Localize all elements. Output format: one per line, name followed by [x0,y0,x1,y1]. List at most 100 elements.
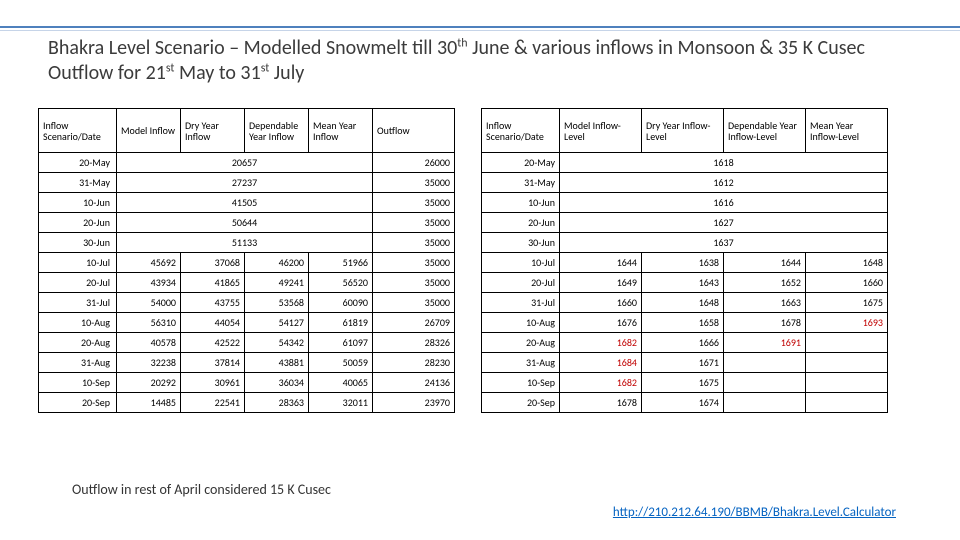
value-cell: 49241 [245,273,309,293]
value-cell: 14485 [117,393,181,413]
date-cell: 10-Aug [39,313,117,333]
footnote-text: Outflow in rest of April considered 15 K… [72,481,331,498]
level-cell: 1674 [642,393,724,413]
outflow-cell: 28230 [373,353,455,373]
date-cell: 10-Jul [39,253,117,273]
outflow-cell: 35000 [373,193,455,213]
level-cell: 1658 [642,313,724,333]
outflow-cell: 26000 [373,153,455,173]
table-row: 31-May1612 [482,173,888,193]
value-cell: 61097 [309,333,373,353]
level-cell: 1660 [806,273,888,293]
level-cell: 1682 [560,373,642,393]
outflow-cell: 26709 [373,313,455,333]
level-cell: 1671 [642,353,724,373]
tables-container: Inflow Scenario/DateModel InflowDry Year… [38,108,922,413]
merged-level-cell: 1616 [560,193,888,213]
table-row: 20-May1618 [482,153,888,173]
date-cell: 31-Aug [39,353,117,373]
level-cell: 1693 [806,313,888,333]
level-cell: 1638 [642,253,724,273]
outflow-cell: 35000 [373,293,455,313]
value-cell: 45692 [117,253,181,273]
table-row: 10-Aug5631044054541276181926709 [39,313,455,333]
value-cell: 54127 [245,313,309,333]
date-cell: 10-Jul [482,253,560,273]
table-row: 20-Sep1448522541283633201123970 [39,393,455,413]
level-cell: 1643 [642,273,724,293]
level-cell: 1644 [560,253,642,273]
outflow-cell: 35000 [373,173,455,193]
table-row: 20-Aug4057842522543426109728326 [39,333,455,353]
level-cell: 1666 [642,333,724,353]
table-row: 31-May2723735000 [39,173,455,193]
table-row: 10-Sep2029230961360344006524136 [39,373,455,393]
value-cell: 43755 [181,293,245,313]
outflow-cell: 24136 [373,373,455,393]
date-cell: 20-Aug [482,333,560,353]
table-row: 31-Aug16841671 [482,353,888,373]
date-cell: 31-May [39,173,117,193]
value-cell: 42522 [181,333,245,353]
level-cell: 1648 [806,253,888,273]
value-cell: 43934 [117,273,181,293]
table-row: 10-Jul4569237068462005196635000 [39,253,455,273]
date-cell: 10-Sep [482,373,560,393]
value-cell: 50059 [309,353,373,373]
level-cell [724,393,806,413]
level-cell [724,353,806,373]
table-row: 20-Jul4393441865492415652035000 [39,273,455,293]
level-cell: 1684 [560,353,642,373]
level-cell: 1676 [560,313,642,333]
level-table-header: Dry Year Inflow-Level [642,109,724,153]
value-cell: 56520 [309,273,373,293]
outflow-cell: 35000 [373,233,455,253]
date-cell: 20-Sep [482,393,560,413]
level-cell: 1652 [724,273,806,293]
level-cell [806,333,888,353]
date-cell: 31-Aug [482,353,560,373]
merged-value-cell: 20657 [117,153,373,173]
date-cell: 20-May [482,153,560,173]
level-cell: 1678 [560,393,642,413]
table-row: 20-May2065726000 [39,153,455,173]
outflow-cell: 35000 [373,213,455,233]
value-cell: 32238 [117,353,181,373]
merged-level-cell: 1637 [560,233,888,253]
level-cell: 1675 [806,293,888,313]
date-cell: 20-Jun [39,213,117,233]
date-cell: 31-Jul [482,293,560,313]
table-row: 30-Jun1637 [482,233,888,253]
inflow-table-header: Inflow Scenario/Date [39,109,117,153]
level-cell: 1644 [724,253,806,273]
date-cell: 20-Jun [482,213,560,233]
level-table-header: Inflow Scenario/Date [482,109,560,153]
level-cell: 1678 [724,313,806,333]
level-cell: 1660 [560,293,642,313]
inflow-table-header: Model Inflow [117,109,181,153]
table-row: 20-Aug168216661691 [482,333,888,353]
level-table-header: Dependable Year Inflow-Level [724,109,806,153]
level-cell: 1663 [724,293,806,313]
date-cell: 30-Jun [39,233,117,253]
merged-value-cell: 27237 [117,173,373,193]
table-row: 31-Jul5400043755535686009035000 [39,293,455,313]
value-cell: 61819 [309,313,373,333]
value-cell: 28363 [245,393,309,413]
value-cell: 44054 [181,313,245,333]
calculator-link[interactable]: http://210.212.64.190/BBMB/Bhakra.Level.… [613,505,896,520]
inflow-table-header: Outflow [373,109,455,153]
level-table-header: Model Inflow-Level [560,109,642,153]
table-row: 20-Jul1649164316521660 [482,273,888,293]
merged-value-cell: 51133 [117,233,373,253]
date-cell: 20-Aug [39,333,117,353]
date-cell: 10-Aug [482,313,560,333]
calculator-link-anchor[interactable]: http://210.212.64.190/BBMB/Bhakra.Level.… [613,505,896,520]
merged-level-cell: 1618 [560,153,888,173]
value-cell: 36034 [245,373,309,393]
date-cell: 10-Jun [39,193,117,213]
date-cell: 30-Jun [482,233,560,253]
outflow-cell: 35000 [373,253,455,273]
value-cell: 40578 [117,333,181,353]
table-row: 20-Sep16781674 [482,393,888,413]
